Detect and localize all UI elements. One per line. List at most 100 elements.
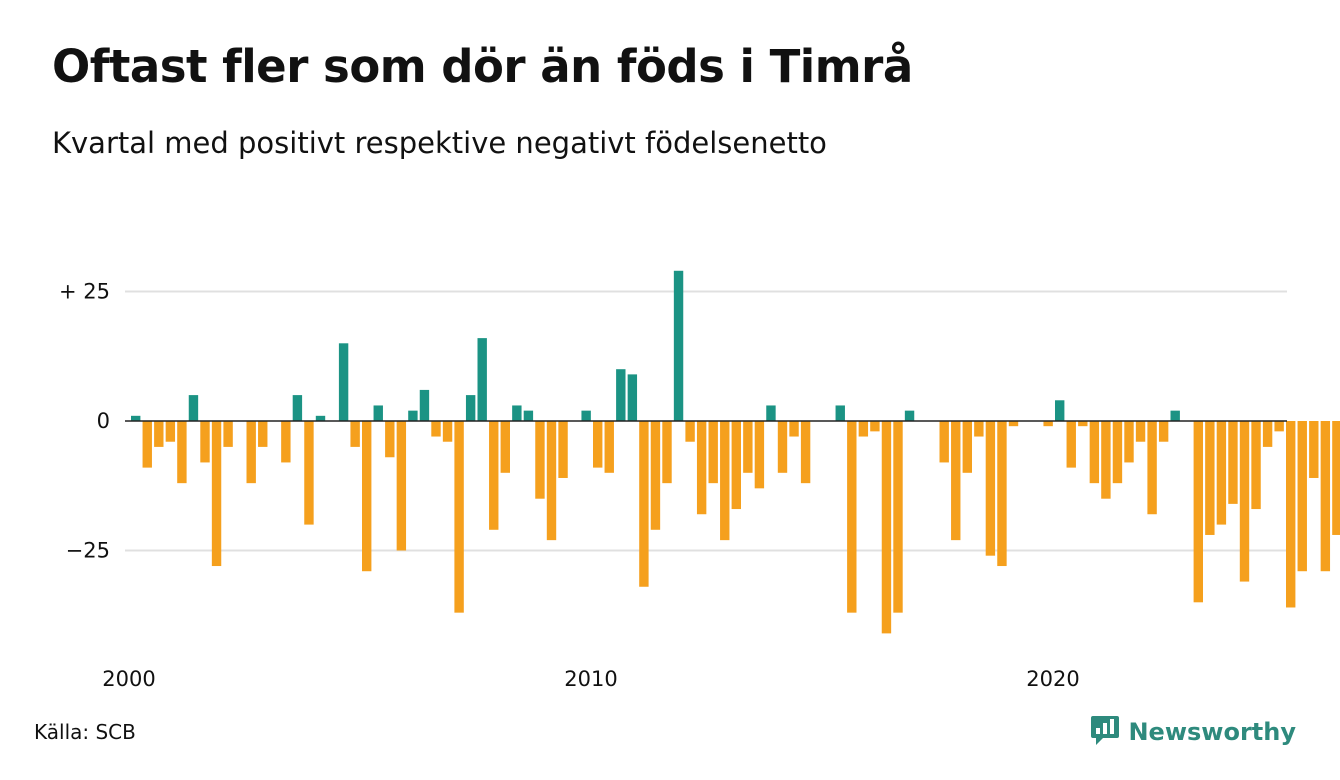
bar	[847, 421, 857, 613]
bar	[396, 421, 407, 551]
bar	[1239, 421, 1250, 582]
bar	[408, 410, 418, 421]
y-axis-ticks: + 25 0 −25	[59, 280, 110, 563]
bar	[800, 421, 811, 484]
bar	[362, 421, 372, 572]
source-note: Källa: SCB	[34, 720, 136, 744]
bar	[985, 421, 996, 556]
y-tick-label: −25	[66, 539, 110, 563]
bar	[1309, 421, 1319, 478]
bar	[1332, 421, 1340, 535]
bar	[489, 421, 499, 530]
x-tick-label: 2020	[1026, 667, 1079, 691]
bar	[1158, 421, 1169, 442]
bar	[338, 343, 349, 421]
bar	[1066, 421, 1076, 468]
bar	[1251, 421, 1261, 510]
bar	[951, 421, 961, 541]
chart-subtitle: Kvartal med positivt respektive negativt…	[52, 126, 827, 160]
bar	[754, 421, 765, 489]
bar	[777, 421, 788, 473]
bar	[696, 421, 707, 515]
bar	[419, 389, 430, 421]
bar	[616, 369, 626, 421]
bar	[315, 415, 326, 421]
bar	[939, 421, 949, 463]
x-axis-ticks: 2000 2010 2020	[102, 667, 1079, 691]
bar	[465, 395, 476, 421]
bar	[558, 421, 568, 478]
bar	[177, 421, 187, 484]
bar	[442, 421, 453, 442]
bar	[500, 421, 510, 473]
bar	[211, 421, 222, 567]
bar	[858, 421, 869, 437]
bar	[223, 421, 233, 447]
bar	[974, 421, 984, 437]
bar	[281, 421, 291, 463]
bar	[154, 421, 164, 447]
bar	[593, 421, 603, 468]
x-tick-label: 2000	[102, 667, 155, 691]
bar	[1216, 421, 1227, 525]
bar	[1228, 421, 1238, 504]
bar	[881, 421, 892, 634]
bar	[673, 270, 684, 421]
bar	[662, 421, 672, 484]
bar	[1274, 421, 1284, 432]
gridlines	[125, 290, 1287, 552]
bar	[1170, 410, 1180, 421]
x-tick-label: 2010	[564, 667, 617, 691]
chart-title: Oftast fler som dör än föds i Timrå	[52, 40, 913, 93]
bar	[1320, 421, 1331, 572]
bar	[743, 421, 753, 473]
bar	[431, 421, 441, 437]
bar	[142, 421, 152, 468]
bar	[385, 421, 395, 458]
bar	[546, 421, 557, 541]
bar	[731, 421, 741, 510]
bar	[962, 421, 972, 473]
bar	[1297, 421, 1307, 572]
bar	[720, 421, 730, 541]
bar	[581, 410, 591, 421]
brand-logo[interactable]: Newsworthy	[1090, 714, 1296, 750]
bar	[350, 421, 360, 447]
bar	[188, 395, 199, 421]
y-tick-label: + 25	[59, 280, 110, 304]
bar	[1089, 421, 1100, 484]
bar	[1043, 421, 1053, 427]
y-tick-label: 0	[97, 409, 110, 433]
bar	[1286, 421, 1296, 608]
bar	[893, 421, 903, 613]
bar	[454, 421, 464, 613]
bar	[904, 410, 915, 421]
bar	[477, 338, 487, 421]
bar	[165, 421, 176, 442]
bar	[1262, 421, 1273, 447]
bar	[1205, 421, 1215, 535]
bar	[292, 395, 303, 421]
bar	[1112, 421, 1123, 484]
bar	[523, 410, 534, 421]
bar	[997, 421, 1007, 567]
bar	[708, 421, 718, 484]
bar	[1055, 400, 1065, 421]
bar	[650, 421, 661, 530]
bar	[835, 405, 845, 421]
newsworthy-logo-icon	[1090, 714, 1120, 750]
bar	[604, 421, 614, 473]
bar	[639, 421, 649, 587]
bar	[870, 421, 880, 432]
bar	[258, 421, 268, 447]
bar	[200, 421, 210, 463]
bar	[1078, 421, 1088, 427]
bar	[131, 415, 141, 421]
bar	[512, 405, 522, 421]
bar	[246, 421, 256, 484]
bar	[373, 405, 383, 421]
brand-name: Newsworthy	[1128, 718, 1296, 746]
bar	[627, 374, 638, 421]
bar	[1193, 421, 1203, 603]
